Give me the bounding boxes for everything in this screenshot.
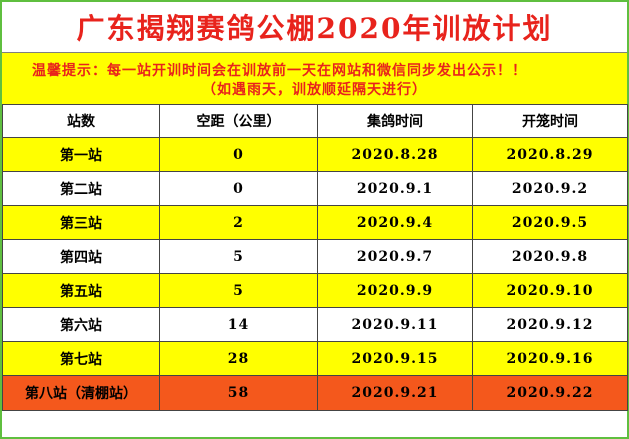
cell-distance: 0 (159, 171, 318, 206)
cell-collect-time: 2020.9.21 (317, 375, 473, 411)
notice-banner: 温馨提示：每一站开训时间会在训放前一天在网站和微信同步发出公示！！ （如遇雨天，… (2, 52, 627, 104)
notice-line-1: 温馨提示：每一站开训时间会在训放前一天在网站和微信同步发出公示！！ (32, 63, 527, 79)
cell-collect-time: 2020.9.1 (317, 171, 473, 206)
cell-station: 第三站 (2, 205, 160, 240)
table-row: 第一站 0 2020.8.28 2020.8.29 (2, 137, 628, 172)
cell-distance: 5 (159, 273, 318, 308)
cell-release-time: 2020.9.12 (472, 307, 628, 342)
cell-release-time: 2020.9.2 (472, 171, 628, 206)
page-title: 广东揭翔赛鸽公棚2020年训放计划 (2, 2, 627, 52)
cell-collect-time: 2020.8.28 (317, 137, 473, 172)
cell-release-time: 2020.9.10 (472, 273, 628, 308)
header-collect-time: 集鸽时间 (317, 104, 473, 138)
cell-release-time: 2020.9.5 (472, 205, 628, 240)
cell-distance: 58 (159, 375, 318, 411)
table-row: 第六站 14 2020.9.11 2020.9.12 (2, 307, 628, 342)
cell-release-time: 2020.9.22 (472, 375, 628, 411)
cell-distance: 0 (159, 137, 318, 172)
table-row: 第二站 0 2020.9.1 2020.9.2 (2, 171, 628, 206)
table-row: 第三站 2 2020.9.4 2020.9.5 (2, 205, 628, 240)
cell-collect-time: 2020.9.7 (317, 239, 473, 274)
header-distance: 空距（公里） (159, 104, 318, 138)
header-release-time: 开笼时间 (472, 104, 628, 138)
table-row: 第七站 28 2020.9.15 2020.9.16 (2, 341, 628, 376)
cell-release-time: 2020.9.16 (472, 341, 628, 376)
cell-collect-time: 2020.9.15 (317, 341, 473, 376)
cell-station: 第八站（清棚站） (2, 375, 160, 411)
schedule-table: 站数 空距（公里） 集鸽时间 开笼时间 第一站 0 2020.8.28 2020… (2, 104, 628, 411)
cell-release-time: 2020.9.8 (472, 239, 628, 274)
cell-release-time: 2020.8.29 (472, 137, 628, 172)
cell-station: 第二站 (2, 171, 160, 206)
table-row: 第五站 5 2020.9.9 2020.9.10 (2, 273, 628, 308)
table-row: 第四站 5 2020.9.7 2020.9.8 (2, 239, 628, 274)
table-row: 第八站（清棚站） 58 2020.9.21 2020.9.22 (2, 375, 628, 411)
cell-distance: 2 (159, 205, 318, 240)
cell-distance: 14 (159, 307, 318, 342)
cell-station: 第四站 (2, 239, 160, 274)
cell-distance: 28 (159, 341, 318, 376)
cell-collect-time: 2020.9.11 (317, 307, 473, 342)
cell-station: 第五站 (2, 273, 160, 308)
cell-station: 第六站 (2, 307, 160, 342)
cell-distance: 5 (159, 239, 318, 274)
notice-line-2: （如遇雨天，训放顺延隔天进行） (202, 82, 427, 98)
cell-station: 第七站 (2, 341, 160, 376)
header-station: 站数 (2, 104, 160, 138)
cell-station: 第一站 (2, 137, 160, 172)
cell-collect-time: 2020.9.9 (317, 273, 473, 308)
table-header-row: 站数 空距（公里） 集鸽时间 开笼时间 (2, 104, 628, 138)
cell-collect-time: 2020.9.4 (317, 205, 473, 240)
